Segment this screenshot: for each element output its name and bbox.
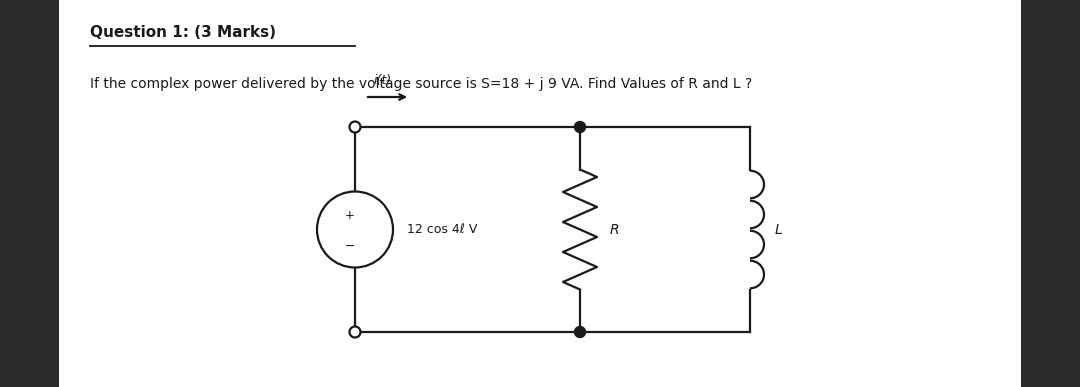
Text: L: L xyxy=(775,223,783,236)
Text: Question 1: (3 Marks): Question 1: (3 Marks) xyxy=(90,25,276,40)
Text: 12 cos 4ℓ V: 12 cos 4ℓ V xyxy=(407,223,477,236)
Text: i(t): i(t) xyxy=(374,74,392,87)
Text: +: + xyxy=(346,209,355,222)
Text: R: R xyxy=(610,223,620,236)
Circle shape xyxy=(350,327,361,337)
Circle shape xyxy=(318,192,393,267)
Text: −: − xyxy=(345,240,355,253)
Circle shape xyxy=(350,122,361,132)
Circle shape xyxy=(575,122,585,132)
Circle shape xyxy=(575,327,585,337)
Text: If the complex power delivered by the voltage source is S=18 + j 9 VA. Find Valu: If the complex power delivered by the vo… xyxy=(90,77,753,91)
